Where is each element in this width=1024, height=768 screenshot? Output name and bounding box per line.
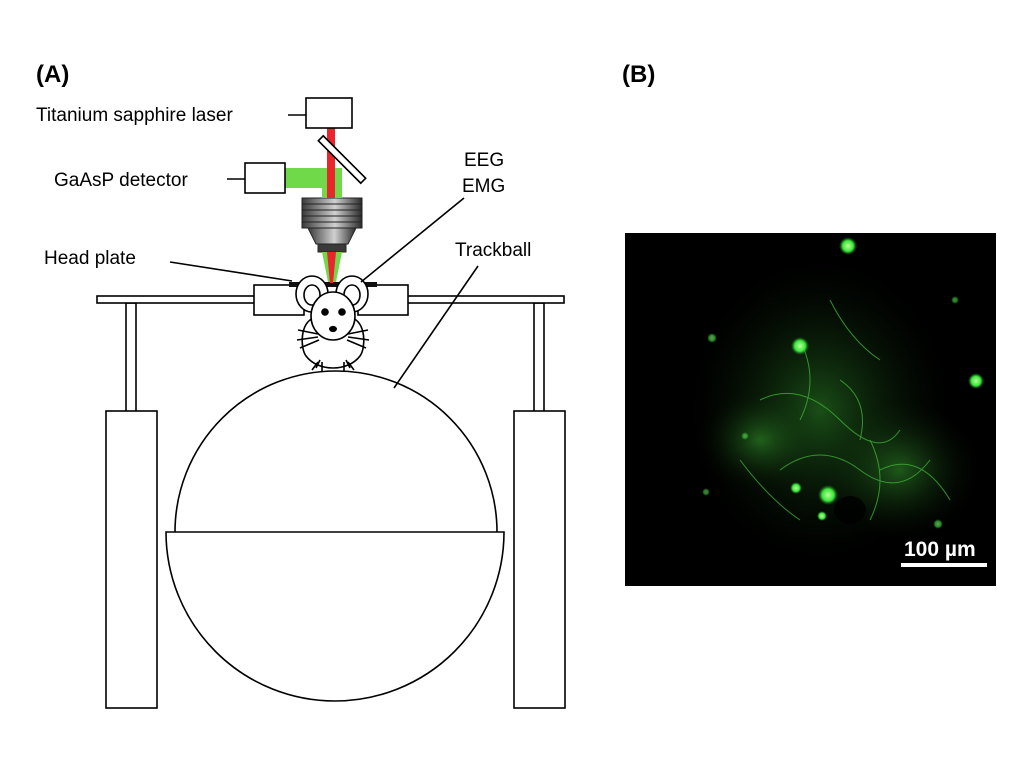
left-post-upper xyxy=(125,302,137,414)
laser-box xyxy=(305,97,353,129)
head-plate-label: Head plate xyxy=(44,248,136,269)
left-post-base xyxy=(105,410,158,709)
head-plate xyxy=(289,282,377,287)
fluorescence-image xyxy=(625,233,996,586)
dichroic-mirror xyxy=(317,134,367,185)
detector-box xyxy=(244,162,286,194)
trackball-label: Trackball xyxy=(455,240,531,261)
panel-b-label: (B) xyxy=(622,61,655,88)
mouse xyxy=(295,275,370,371)
head-plate-leader-line xyxy=(169,261,293,282)
trackball-holder xyxy=(165,531,505,702)
eeg-label: EEG xyxy=(464,150,504,171)
laser-label: Titanium sapphire laser xyxy=(36,105,233,126)
right-post-upper xyxy=(533,302,545,414)
trackball-leader-line xyxy=(393,265,479,389)
eeg-emg-leader-line xyxy=(360,197,465,283)
scale-bar-label: 100 µm xyxy=(904,538,976,561)
emg-label: EMG xyxy=(462,176,505,197)
scale-bar xyxy=(901,563,987,567)
panel-a-label: (A) xyxy=(36,61,69,88)
detector-label: GaAsP detector xyxy=(54,170,188,191)
right-post-base xyxy=(513,410,566,709)
laser-beam xyxy=(327,128,336,283)
panel-a: (A) xyxy=(36,61,566,709)
objective-lens xyxy=(301,197,363,253)
panel-b: (B) xyxy=(622,61,996,586)
neuron-cells xyxy=(702,237,984,529)
